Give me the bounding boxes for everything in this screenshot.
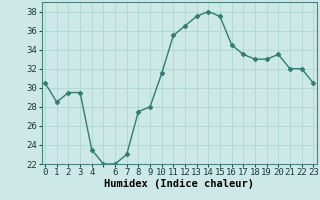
X-axis label: Humidex (Indice chaleur): Humidex (Indice chaleur) (104, 179, 254, 189)
